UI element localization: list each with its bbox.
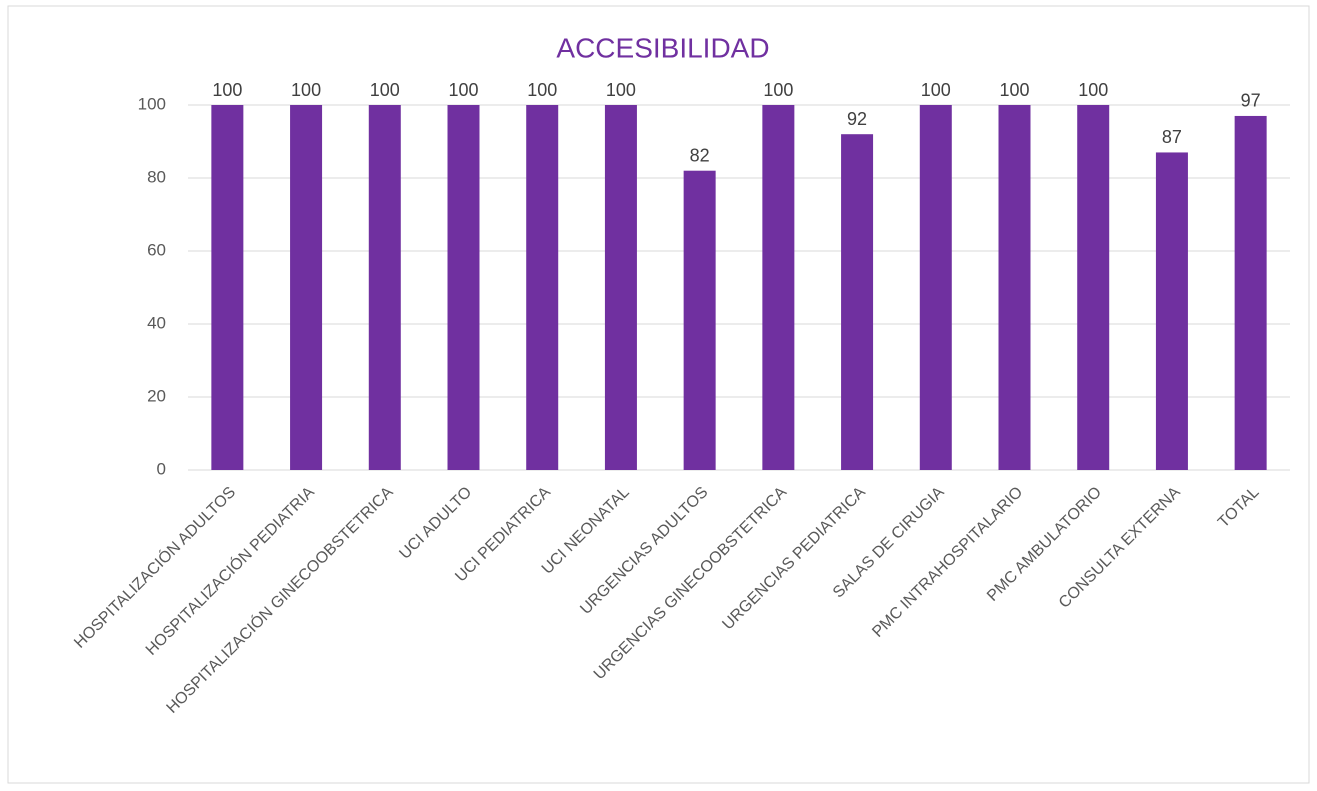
bar bbox=[290, 105, 323, 470]
data-label: 100 bbox=[921, 80, 951, 100]
data-label: 100 bbox=[763, 80, 793, 100]
y-tick-label: 20 bbox=[147, 386, 166, 405]
y-tick-label: 40 bbox=[147, 313, 166, 332]
bar bbox=[526, 105, 559, 470]
bar bbox=[762, 105, 795, 470]
bar bbox=[683, 170, 716, 470]
data-label: 82 bbox=[690, 145, 710, 165]
data-label: 87 bbox=[1162, 127, 1182, 147]
y-tick-label: 60 bbox=[147, 240, 166, 259]
data-label: 92 bbox=[847, 109, 867, 129]
data-label: 97 bbox=[1241, 91, 1261, 111]
chart-title: ACCESIBILIDAD bbox=[556, 32, 769, 63]
y-tick-label: 80 bbox=[147, 167, 166, 186]
bar bbox=[998, 105, 1031, 470]
data-label: 100 bbox=[212, 80, 242, 100]
data-label: 100 bbox=[1078, 80, 1108, 100]
data-label: 100 bbox=[527, 80, 557, 100]
bar bbox=[211, 105, 244, 470]
y-tick-label: 100 bbox=[138, 94, 166, 113]
bar bbox=[1077, 105, 1110, 470]
data-label: 100 bbox=[370, 80, 400, 100]
bar bbox=[447, 105, 480, 470]
data-label: 100 bbox=[999, 80, 1029, 100]
data-label: 100 bbox=[448, 80, 478, 100]
bar bbox=[919, 105, 952, 470]
bar bbox=[841, 134, 874, 470]
bar bbox=[604, 105, 637, 470]
bar bbox=[1155, 152, 1188, 470]
y-tick-label: 0 bbox=[157, 459, 166, 478]
data-label: 100 bbox=[291, 80, 321, 100]
bar bbox=[368, 105, 401, 470]
data-label: 100 bbox=[606, 80, 636, 100]
bar bbox=[1234, 115, 1267, 470]
